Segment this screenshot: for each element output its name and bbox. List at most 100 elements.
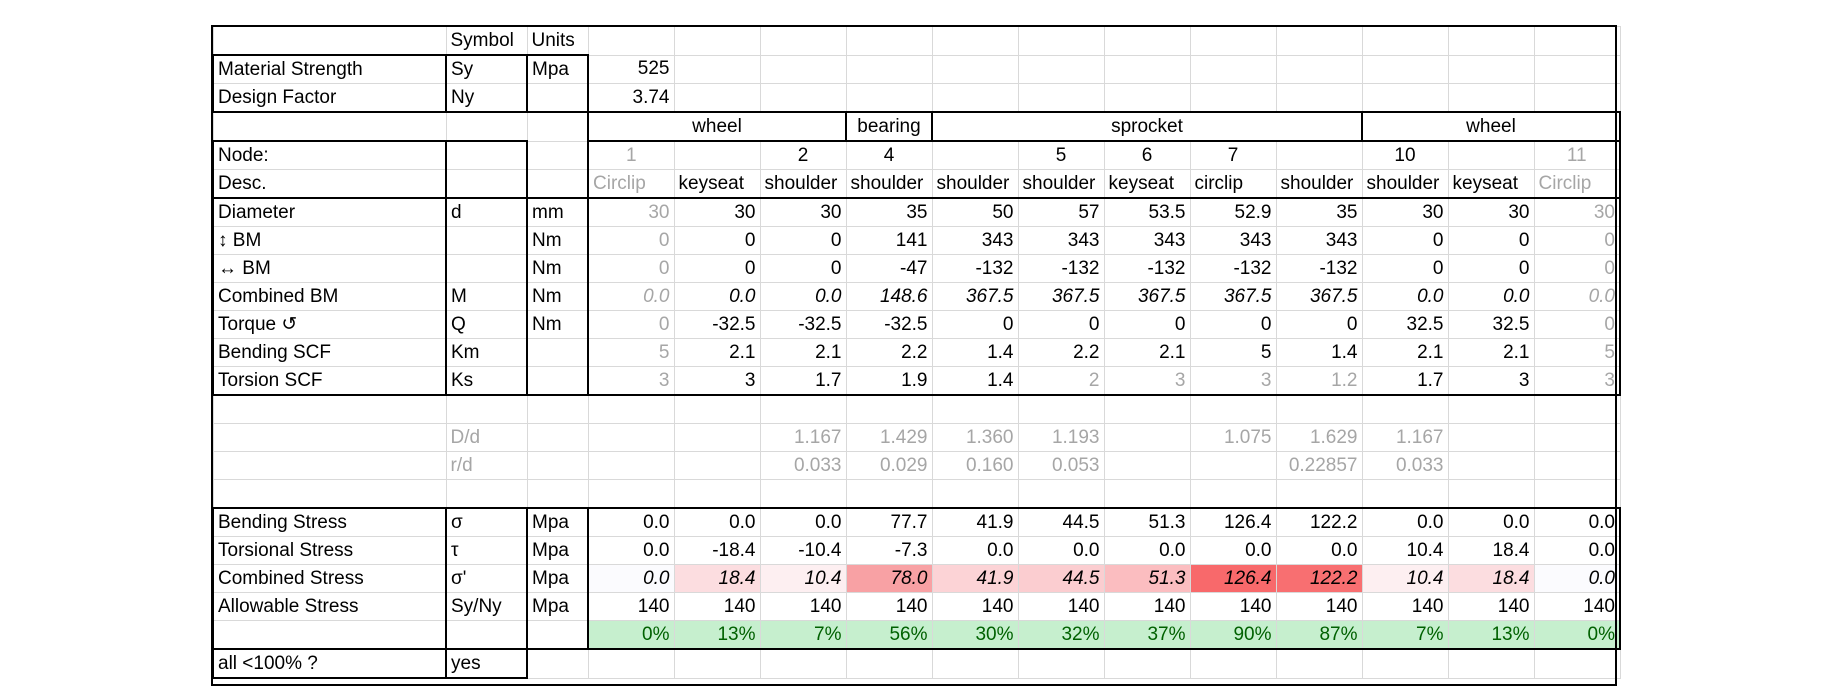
stress-label[interactable]: Allowable Stress [212, 592, 447, 621]
utilization-percent[interactable]: 37% [1103, 620, 1191, 650]
value-cell[interactable]: 1.9 [845, 366, 933, 396]
value-cell[interactable]: 35 [845, 197, 933, 227]
node-number[interactable]: 2 [759, 140, 847, 170]
stress-symbol[interactable]: σ' [445, 564, 528, 593]
ratio-value[interactable] [1533, 423, 1621, 452]
value-cell[interactable]: 2.1 [1447, 338, 1535, 367]
value-cell[interactable]: 2 [1017, 366, 1105, 396]
row-symbol[interactable]: M [445, 282, 528, 311]
stress-value[interactable]: 140 [673, 592, 761, 621]
blank-cell[interactable] [526, 423, 589, 452]
ratio-value[interactable] [1533, 451, 1621, 480]
value-cell[interactable]: 3 [1189, 366, 1277, 396]
stress-value[interactable]: 0.0 [1533, 507, 1621, 537]
value-cell[interactable]: 343 [1103, 226, 1191, 255]
symbol-header[interactable]: Symbol [445, 26, 528, 56]
design-factor-symbol[interactable]: Ny [445, 83, 528, 113]
value-cell[interactable]: 30 [673, 197, 761, 227]
row-label[interactable]: ↔ BM [212, 254, 447, 283]
stress-value[interactable]: 0.0 [587, 507, 675, 537]
row-symbol[interactable]: Q [445, 310, 528, 339]
row-label[interactable]: ↕ BM [212, 226, 447, 255]
node-number[interactable] [931, 140, 1019, 170]
value-cell[interactable]: 0 [1361, 226, 1449, 255]
node-description[interactable]: keyseat [1447, 169, 1535, 199]
value-cell[interactable]: 5 [1533, 338, 1621, 367]
stress-value[interactable]: 18.4 [1447, 536, 1535, 565]
ratio-value[interactable]: 1.167 [759, 423, 847, 452]
value-cell[interactable]: 32.5 [1447, 310, 1535, 339]
value-cell[interactable]: 5 [587, 338, 675, 367]
value-cell[interactable]: 0 [1533, 226, 1621, 255]
stress-value[interactable]: 0.0 [1275, 536, 1363, 565]
value-cell[interactable]: 3 [673, 366, 761, 396]
stress-value[interactable]: -18.4 [673, 536, 761, 565]
ratio-value[interactable]: 0.033 [1361, 451, 1449, 480]
row-label[interactable]: Combined BM [212, 282, 447, 311]
stress-label[interactable]: Bending Stress [212, 507, 447, 537]
ratio-value[interactable]: 1.429 [845, 423, 933, 452]
stress-value[interactable]: 140 [1533, 592, 1621, 621]
value-cell[interactable]: 2.2 [1017, 338, 1105, 367]
ratio-value[interactable] [587, 451, 675, 480]
stress-symbol[interactable]: σ [445, 507, 528, 537]
stress-units[interactable]: Mpa [526, 536, 589, 565]
ratio-value[interactable] [1189, 451, 1277, 480]
value-cell[interactable]: 30 [1361, 197, 1449, 227]
stress-value[interactable]: 0.0 [1361, 507, 1449, 537]
ratio-value[interactable] [673, 451, 761, 480]
ratio-value[interactable]: 0.029 [845, 451, 933, 480]
stress-value[interactable]: 0.0 [931, 536, 1019, 565]
ratio-value[interactable]: 0.033 [759, 451, 847, 480]
node-description[interactable]: keyseat [673, 169, 761, 199]
stress-value[interactable]: 51.3 [1103, 507, 1191, 537]
node-description[interactable]: shoulder [931, 169, 1019, 199]
utilization-percent[interactable]: 0% [1533, 620, 1621, 650]
value-cell[interactable]: -132 [1189, 254, 1277, 283]
node-number[interactable] [673, 140, 761, 170]
design-factor-label[interactable]: Design Factor [212, 83, 447, 113]
combined-stress-cell[interactable]: 44.5 [1017, 564, 1105, 593]
value-cell[interactable]: -132 [1103, 254, 1191, 283]
value-cell[interactable]: 0.0 [587, 282, 675, 311]
value-cell[interactable]: 367.5 [1103, 282, 1191, 311]
node-label[interactable]: Node: [212, 140, 447, 170]
blank-cell[interactable] [212, 26, 447, 56]
node-description[interactable]: shoulder [1361, 169, 1449, 199]
value-cell[interactable]: -132 [1275, 254, 1363, 283]
utilization-percent[interactable]: 32% [1017, 620, 1105, 650]
row-units[interactable] [526, 366, 589, 396]
value-cell[interactable]: 367.5 [1189, 282, 1277, 311]
stress-value[interactable]: 140 [587, 592, 675, 621]
row-symbol[interactable] [445, 254, 528, 283]
ratio-value[interactable]: 0.22857 [1275, 451, 1363, 480]
value-cell[interactable]: 2.1 [1361, 338, 1449, 367]
combined-stress-cell[interactable]: 51.3 [1103, 564, 1191, 593]
value-cell[interactable]: 0.0 [759, 282, 847, 311]
stress-value[interactable]: 0.0 [1103, 536, 1191, 565]
value-cell[interactable]: 0.0 [1447, 282, 1535, 311]
all-check-value[interactable]: yes [445, 648, 528, 679]
ratio-value[interactable]: 1.629 [1275, 423, 1363, 452]
value-cell[interactable]: 1.7 [759, 366, 847, 396]
node-number[interactable]: 6 [1103, 140, 1191, 170]
value-cell[interactable]: 343 [1017, 226, 1105, 255]
value-cell[interactable]: 3 [1533, 366, 1621, 396]
value-cell[interactable]: 30 [759, 197, 847, 227]
stress-value[interactable]: -7.3 [845, 536, 933, 565]
design-factor-units[interactable] [526, 83, 589, 113]
value-cell[interactable]: 0 [1017, 310, 1105, 339]
value-cell[interactable]: 30 [1447, 197, 1535, 227]
value-cell[interactable]: -132 [931, 254, 1019, 283]
ratio-value[interactable]: 1.167 [1361, 423, 1449, 452]
value-cell[interactable]: 32.5 [1361, 310, 1449, 339]
ratio-value[interactable] [1103, 423, 1191, 452]
material-strength-label[interactable]: Material Strength [212, 54, 447, 84]
stress-value[interactable]: 126.4 [1189, 507, 1277, 537]
utilization-percent[interactable]: 13% [673, 620, 761, 650]
ratio-value[interactable]: 0.160 [931, 451, 1019, 480]
material-strength-value[interactable]: 525 [587, 54, 675, 84]
value-cell[interactable]: 0 [673, 254, 761, 283]
value-cell[interactable]: 0 [587, 310, 675, 339]
stress-value[interactable]: 140 [1103, 592, 1191, 621]
